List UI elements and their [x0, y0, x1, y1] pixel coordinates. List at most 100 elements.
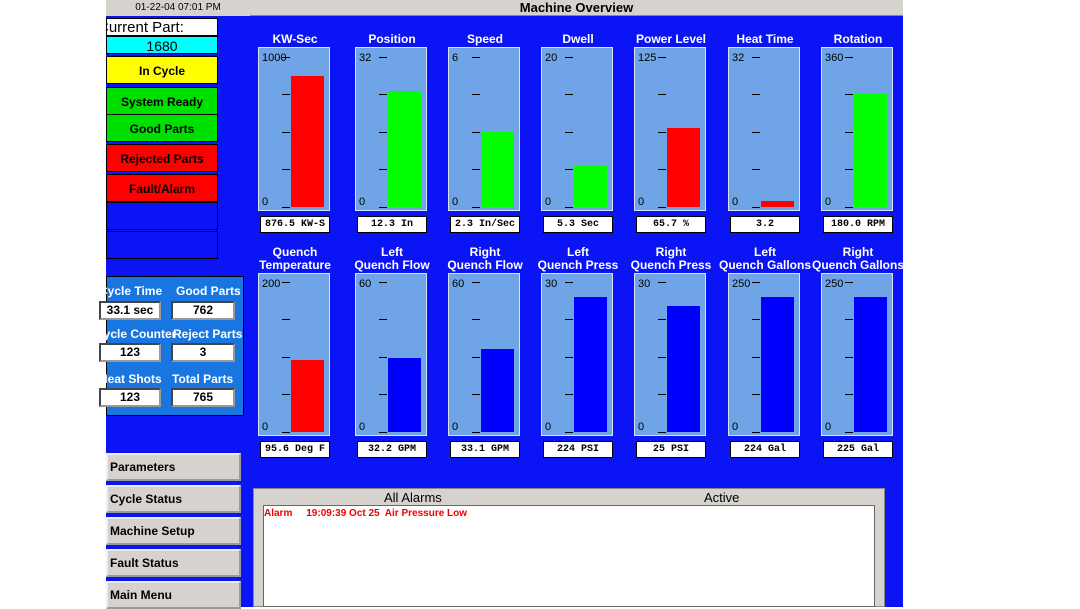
gauge-tick [658, 432, 666, 433]
gauge-max-label: 30 [545, 278, 558, 290]
gauge-readout: 225 Gal [823, 441, 893, 458]
parameters-button[interactable]: Parameters [106, 453, 241, 481]
gauge-title: Right Quench Flow [447, 245, 523, 272]
gauge-bar [667, 128, 700, 207]
gauge-tick [565, 432, 573, 433]
gauge-tick [282, 319, 290, 320]
gauge-tick [379, 57, 387, 58]
main-menu-button[interactable]: Main Menu [106, 581, 241, 609]
gauge-tick [658, 57, 666, 58]
gauge-tick [752, 319, 760, 320]
gauge-tick [379, 319, 387, 320]
machine-setup-button[interactable]: Machine Setup [106, 517, 241, 545]
gauge-max-label: 60 [359, 278, 372, 290]
gauge-bar [761, 201, 794, 207]
gauge-readout: 5.3 Sec [543, 216, 613, 233]
gauge-tick [565, 207, 573, 208]
alarm-list[interactable]: Alarm 19:09:39 Oct 25 Air Pressure Low [263, 505, 875, 607]
gauge-tick [472, 282, 480, 283]
gauge-bar [291, 76, 324, 207]
gauge-tick [752, 207, 760, 208]
status-indicator: Rejected Parts [106, 144, 218, 172]
gauge-title: Left Quench Flow [354, 245, 430, 272]
gauge-tick [379, 132, 387, 133]
gauge-tick [845, 57, 853, 58]
gauge-min-label: 0 [452, 421, 459, 433]
gauge-bar [761, 297, 794, 432]
gauge-tick [752, 94, 760, 95]
gauge-bar [574, 166, 607, 207]
status-indicator: Good Parts [106, 114, 218, 142]
gauge-tick [845, 319, 853, 320]
gauge-tick [379, 357, 387, 358]
gauge-tick [282, 207, 290, 208]
gauge-tick [752, 282, 760, 283]
gauge-bar [481, 132, 514, 207]
fault-status-button[interactable]: Fault Status [106, 549, 241, 577]
gauge-tick [845, 357, 853, 358]
gauge-tick [565, 282, 573, 283]
gauge-min-label: 0 [638, 421, 645, 433]
gauge-title: KW-Sec [272, 32, 318, 46]
gauge-tick [658, 169, 666, 170]
gauge-tick [282, 357, 290, 358]
gauge-tick [752, 357, 760, 358]
counters-panel: Cycle Time 33.1 sec Good Parts 762 Cycle… [95, 276, 244, 416]
gauge-tick [379, 432, 387, 433]
gauge-min-label: 0 [545, 421, 552, 433]
total-parts-label: Total Parts [172, 372, 234, 386]
gauge-tick [752, 432, 760, 433]
gauge-tick [752, 57, 760, 58]
gauge-min-label: 0 [359, 421, 366, 433]
gauge-tick [845, 282, 853, 283]
gauge-tick [379, 282, 387, 283]
gauge-max-label: 30 [638, 278, 651, 290]
gauge-min-label: 0 [452, 196, 459, 208]
gauge-tick [658, 207, 666, 208]
cycle-time-label: Cycle Time [99, 284, 163, 298]
status-indicator: System Ready [106, 87, 218, 115]
cycle-counter-label: Cycle Counter [95, 327, 177, 341]
gauge-tick [752, 132, 760, 133]
gauge-tick [565, 394, 573, 395]
gauge-max-label: 200 [262, 278, 281, 290]
gauge-tick [565, 319, 573, 320]
current-part-value: 1680 [106, 36, 218, 54]
cycle-status-button[interactable]: Cycle Status [106, 485, 241, 513]
gauge-tick [565, 357, 573, 358]
status-indicator: Fault/Alarm [106, 174, 218, 202]
gauge-title: Right Quench Press [630, 245, 712, 272]
gauge-tick [472, 207, 480, 208]
gauge-max-label: 32 [732, 52, 745, 64]
gauge-title: Position [368, 32, 416, 46]
gauge-tick [658, 94, 666, 95]
gauge-bar [291, 360, 324, 432]
gauge-tick [565, 169, 573, 170]
gauge-tick [658, 282, 666, 283]
gauge-tick [658, 132, 666, 133]
gauge-tick [472, 169, 480, 170]
gauge-max-label: 32 [359, 52, 372, 64]
gauge-tick [845, 132, 853, 133]
alarm-row[interactable]: Alarm 19:09:39 Oct 25 Air Pressure Low [264, 508, 468, 519]
gauge-readout: 3.2 [730, 216, 800, 233]
heat-shots-value: 123 [99, 388, 161, 407]
gauge-max-label: 360 [825, 52, 844, 64]
gauge-min-label: 0 [262, 196, 269, 208]
gauge-tick [845, 94, 853, 95]
gauge-tick [752, 169, 760, 170]
gauge-bar [667, 306, 700, 432]
gauge-tick [282, 432, 290, 433]
gauge-readout: 224 PSI [543, 441, 613, 458]
gauge-readout: 65.7 % [636, 216, 706, 233]
gauge-tick [379, 394, 387, 395]
gauge-tick [472, 94, 480, 95]
gauge-title: Power Level [635, 32, 707, 46]
gauge-tick [658, 394, 666, 395]
gauge-min-label: 0 [825, 196, 832, 208]
status-indicator [106, 231, 218, 259]
gauge-readout: 12.3 In [357, 216, 427, 233]
gauge-tick [752, 394, 760, 395]
good-parts-label: Good Parts [176, 284, 241, 298]
gauge-tick [565, 94, 573, 95]
